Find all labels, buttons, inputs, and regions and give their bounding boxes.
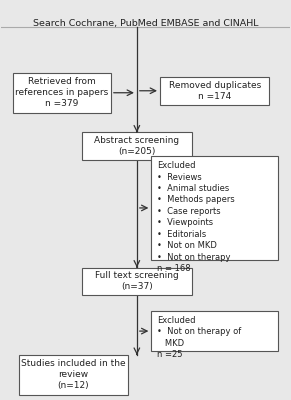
Text: Retrieved from
references in papers
n =379: Retrieved from references in papers n =3… (15, 77, 109, 108)
Text: Abstract screening
(n=205): Abstract screening (n=205) (94, 136, 180, 156)
FancyBboxPatch shape (151, 156, 278, 260)
FancyBboxPatch shape (13, 73, 111, 113)
FancyBboxPatch shape (82, 268, 191, 295)
Text: Excluded
•  Reviews
•  Animal studies
•  Methods papers
•  Case reports
•  Viewp: Excluded • Reviews • Animal studies • Me… (157, 161, 235, 273)
Text: Studies included in the
review
(n=12): Studies included in the review (n=12) (21, 359, 126, 390)
FancyBboxPatch shape (160, 77, 269, 105)
Text: Excluded
•  Not on therapy of
   MKD
n =25: Excluded • Not on therapy of MKD n =25 (157, 316, 241, 359)
Text: Removed duplicates
n =174: Removed duplicates n =174 (168, 81, 261, 101)
FancyBboxPatch shape (19, 355, 128, 395)
FancyBboxPatch shape (151, 311, 278, 351)
Text: Full text screening
(n=37): Full text screening (n=37) (95, 271, 179, 292)
FancyBboxPatch shape (82, 132, 191, 160)
Text: Search Cochrane, PubMed EMBASE and CINAHL: Search Cochrane, PubMed EMBASE and CINAH… (33, 19, 258, 28)
